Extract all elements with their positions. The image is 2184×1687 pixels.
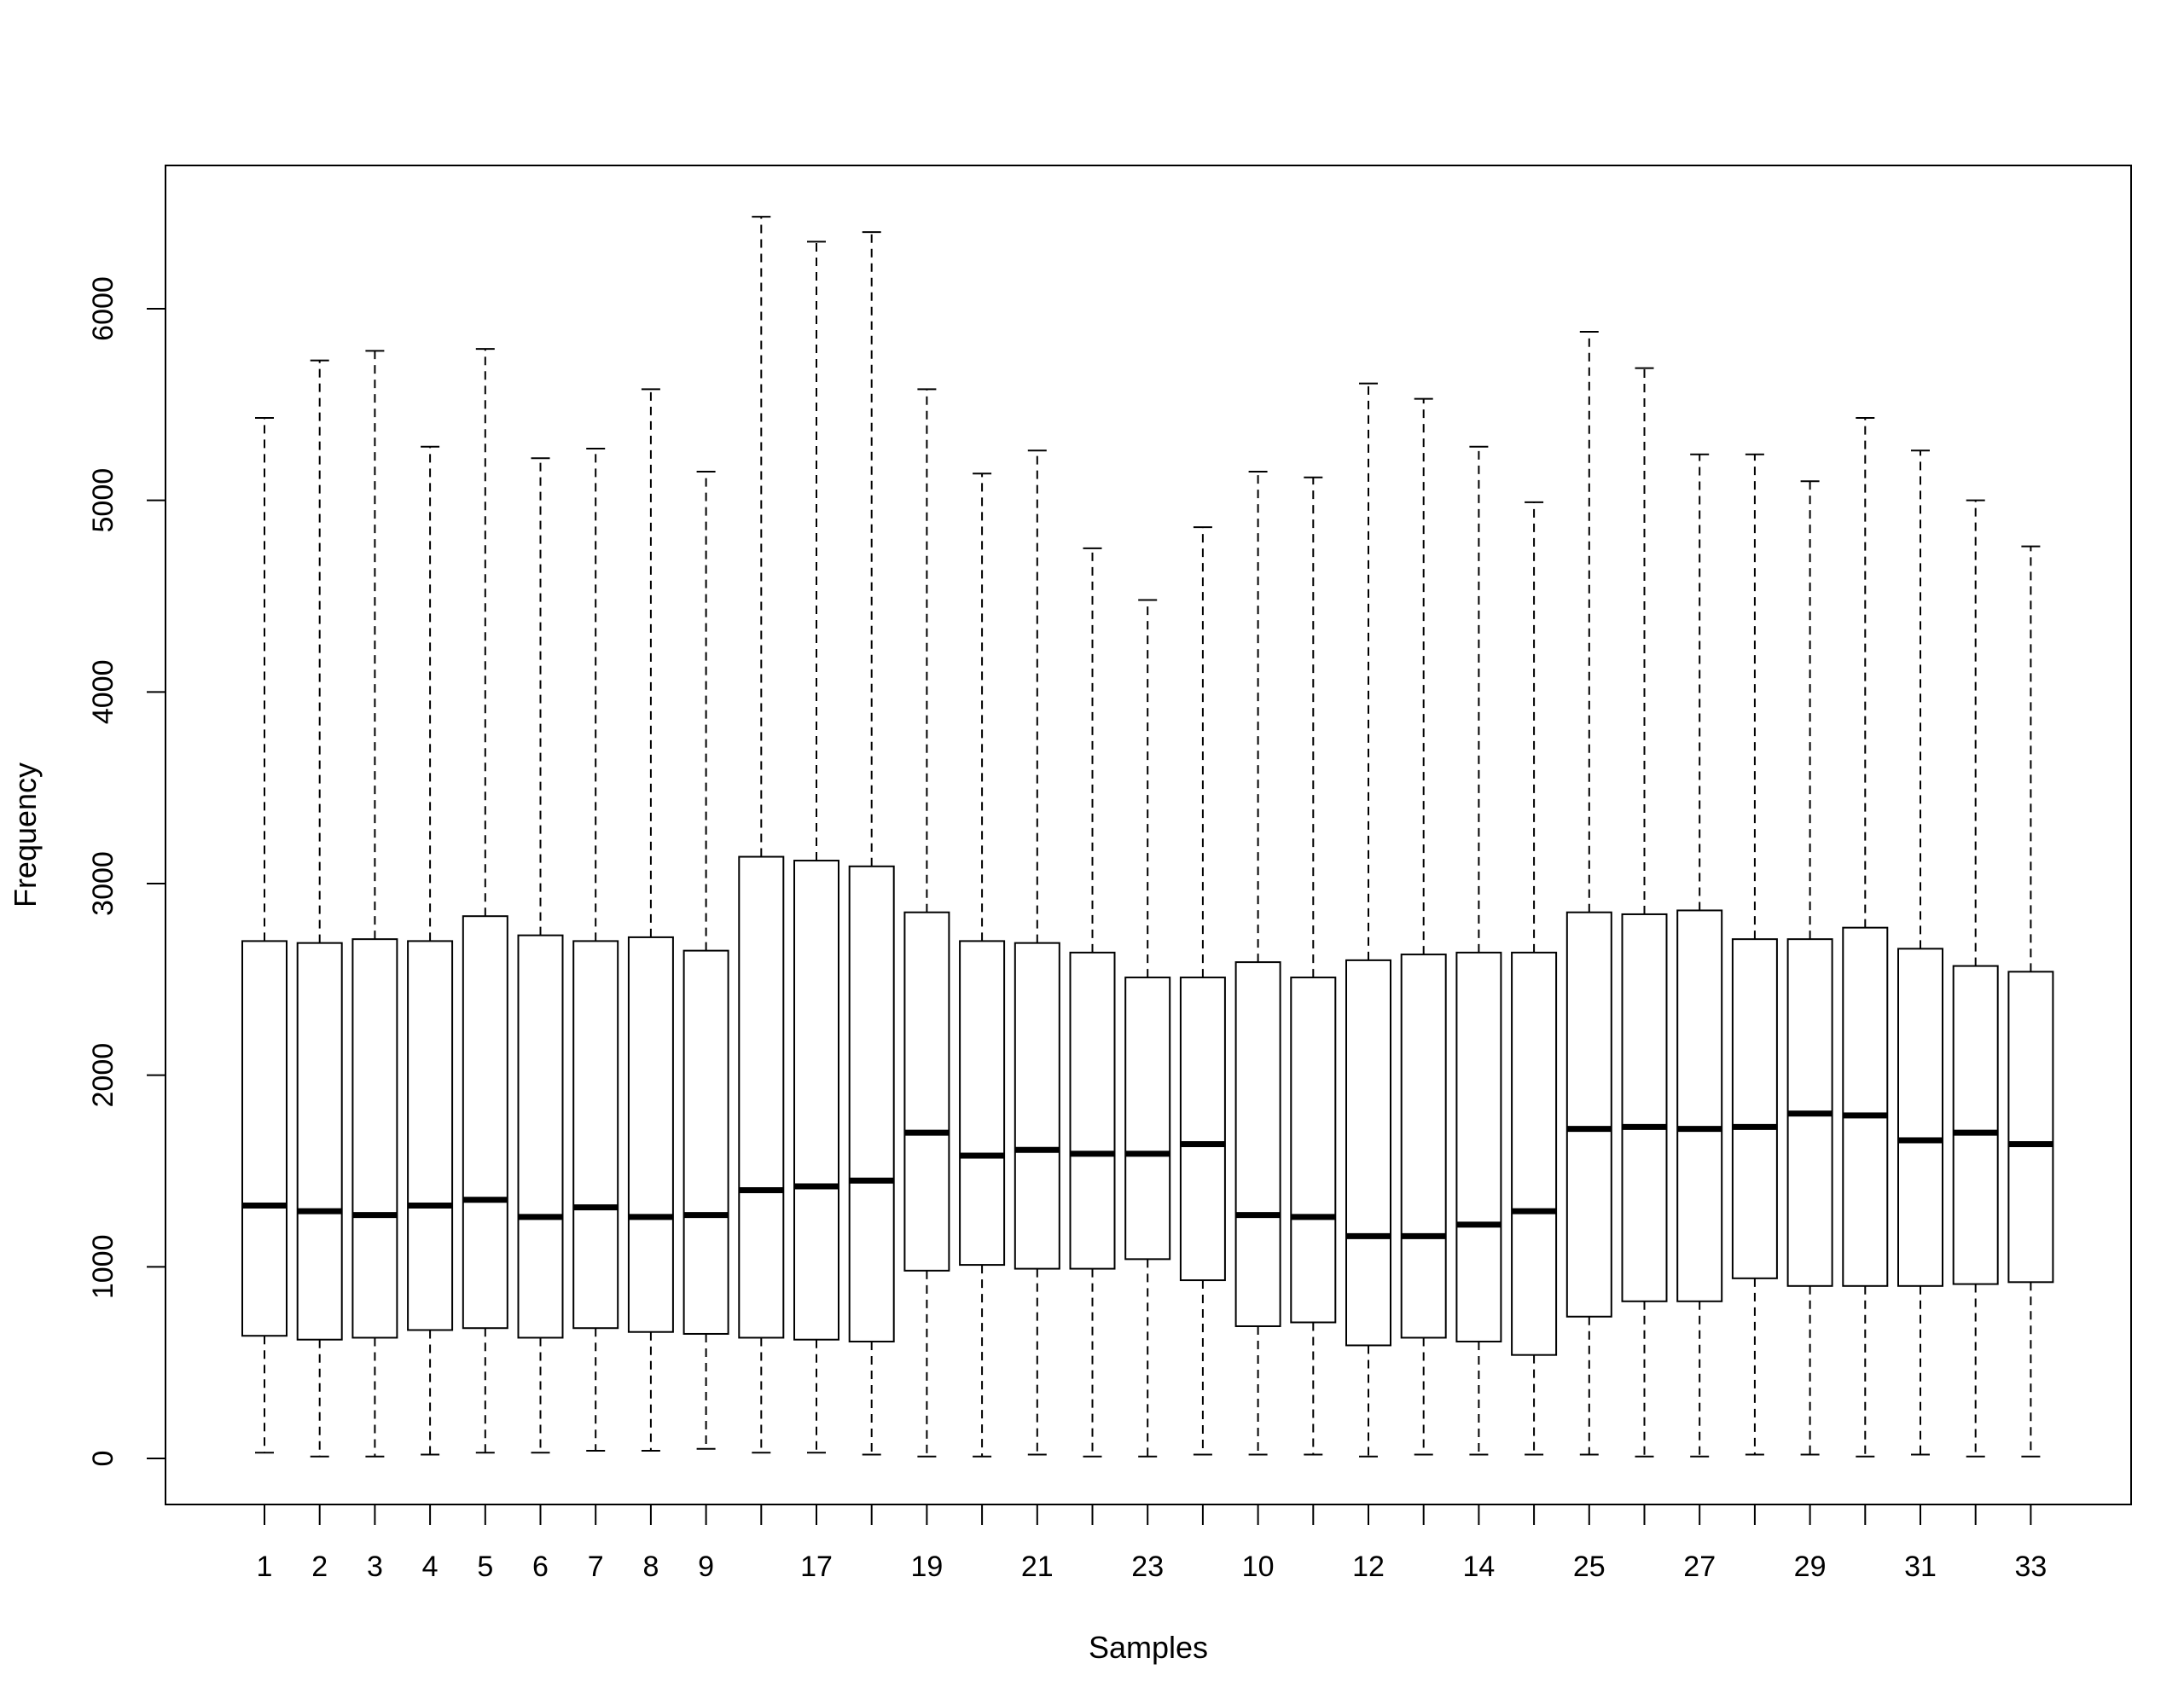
iqr-box [296,942,343,1341]
box-sample-12 [1345,382,1391,1458]
box-sample-9 [682,470,729,1450]
box-sample-24 [1179,526,1226,1456]
x-tick-label: 2 [311,1551,328,1583]
box-sample-27 [1676,453,1723,1458]
box-sample-7 [572,448,619,1452]
box-sample-28 [1731,453,1778,1456]
box-sample-21 [1014,449,1060,1456]
iqr-box [407,940,454,1331]
x-tick-label: 6 [532,1551,549,1583]
iqr-box [1234,961,1281,1327]
y-tick-label: 5000 [87,468,119,533]
box-sample-30 [1842,417,1889,1458]
box-sample-18 [848,231,895,1456]
iqr-box [462,915,508,1330]
iqr-box [1069,951,1116,1270]
x-axis: 1 2 3 4 5 6 7 8 9 17 19 21 23 10 12 14 25 27 29 31 33 [257,1504,2047,1583]
box-sample-8 [627,388,674,1452]
iqr-box [1621,913,1668,1302]
iqr-box [1014,942,1060,1270]
iqr-box [572,940,619,1330]
box-sample-32 [1952,499,1999,1458]
iqr-box [1511,951,1558,1356]
x-tick-label: 31 [1904,1551,1937,1583]
box-sample-15 [1511,501,1558,1456]
box-sample-6 [517,457,564,1454]
box-sample-13 [1400,397,1447,1456]
box-sample-14 [1455,445,1502,1456]
box-sample-26 [1621,367,1668,1458]
box-sample-3 [351,350,398,1458]
x-tick-label: 27 [1683,1551,1716,1583]
box-sample-1 [241,417,288,1454]
y-tick-label: 2000 [87,1043,119,1108]
box-sample-19 [903,388,950,1458]
x-tick-label: 17 [800,1551,833,1583]
iqr-box [1400,954,1447,1339]
box-sample-5 [462,348,508,1454]
iqr-box [1565,911,1612,1318]
iqr-box [1731,938,1778,1279]
x-tick-label: 10 [1242,1551,1275,1583]
iqr-box [1842,926,1889,1287]
boxes-group [241,216,2054,1458]
iqr-box [1952,965,1999,1285]
y-tick-label: 6000 [87,276,119,341]
iqr-box [1897,948,1943,1287]
box-sample-31 [1897,449,1943,1456]
y-tick-label: 0 [87,1451,119,1467]
box-sample-16 [738,216,785,1454]
box-sample-10 [1234,470,1281,1456]
x-tick-label: 14 [1462,1551,1495,1583]
iqr-box [793,860,839,1341]
x-tick-label: 25 [1573,1551,1606,1583]
x-tick-label: 3 [367,1551,383,1583]
iqr-box [682,949,729,1335]
iqr-box [1124,977,1171,1261]
box-sample-25 [1565,330,1612,1456]
box-sample-33 [2007,545,2054,1458]
x-tick-label: 9 [698,1551,714,1583]
y-tick-label: 3000 [87,851,119,916]
x-tick-label: 23 [1131,1551,1164,1583]
x-tick-label: 12 [1352,1551,1385,1583]
x-axis-title: Samples [1089,1630,1208,1665]
box-sample-29 [1786,480,1833,1456]
box-sample-11 [1290,476,1337,1456]
x-tick-label: 19 [910,1551,943,1583]
iqr-box [2007,971,2054,1284]
iqr-box [1179,977,1226,1282]
y-tick-label: 4000 [87,660,119,725]
x-tick-label: 7 [588,1551,604,1583]
iqr-box [351,938,398,1339]
x-tick-label: 1 [257,1551,273,1583]
iqr-box [1290,977,1337,1324]
iqr-box [241,940,288,1337]
x-tick-label: 29 [1794,1551,1827,1583]
y-axis-title: Frequency [8,762,43,907]
iqr-box [517,934,564,1339]
iqr-box [738,855,785,1339]
x-tick-label: 5 [477,1551,493,1583]
iqr-box [959,940,1006,1267]
y-axis: 0 1000 2000 3000 4000 5000 6000 [87,276,166,1466]
box-sample-4 [407,445,454,1456]
x-tick-label: 21 [1021,1551,1054,1583]
y-tick-label: 1000 [87,1235,119,1300]
iqr-box [627,936,674,1333]
iqr-box [1455,951,1502,1342]
box-sample-23 [1124,599,1171,1458]
iqr-box [848,865,895,1342]
box-sample-22 [1069,547,1116,1458]
iqr-box [903,911,950,1272]
x-tick-label: 4 [422,1551,439,1583]
x-tick-label: 8 [642,1551,659,1583]
x-tick-label: 33 [2014,1551,2047,1583]
box-sample-20 [959,472,1006,1458]
box-sample-17 [793,241,839,1454]
iqr-box [1345,959,1391,1347]
box-sample-2 [296,359,343,1458]
iqr-box [1676,909,1723,1302]
